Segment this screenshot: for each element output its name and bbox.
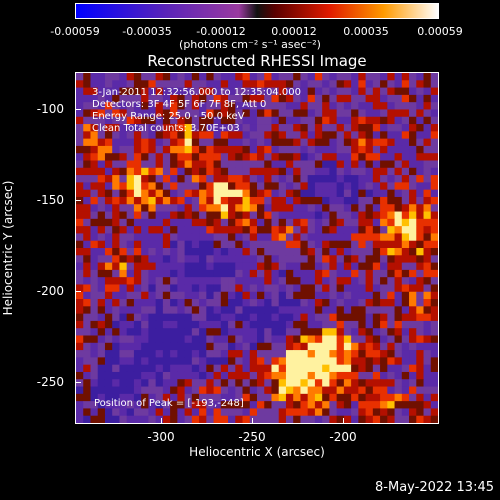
- y-axis-label: Heliocentric Y (arcsec): [1, 180, 15, 316]
- y-tick-label: -150: [36, 193, 64, 207]
- x-tick-label: -300: [147, 430, 175, 444]
- plot-title: Reconstructed RHESSI Image: [147, 52, 367, 70]
- info-energy-range: Energy Range: 25.0 - 50.0 keV: [92, 111, 245, 122]
- colorbar-tick-label: 0.00035: [343, 25, 389, 38]
- y-tick-mark: [75, 109, 81, 110]
- heatmap-image: [76, 73, 438, 423]
- colorbar-tick-label: -0.00035: [122, 25, 172, 38]
- image-plot-area[interactable]: 3-Jan-2011 12:32:56.000 to 12:35:04.000 …: [75, 72, 439, 424]
- colorbar: [75, 3, 439, 19]
- x-tick-mark: [252, 418, 253, 424]
- info-time-range: 3-Jan-2011 12:32:56.000 to 12:35:04.000: [92, 87, 301, 98]
- colorbar-tick-label: -0.00059: [50, 25, 100, 38]
- peak-position-label: Position of Peak = [-193,-248]: [94, 398, 244, 409]
- x-tick-label: -200: [329, 430, 357, 444]
- x-axis-label: Heliocentric X (arcsec): [189, 445, 325, 459]
- date-stamp: 8-May-2022 13:45: [375, 480, 494, 495]
- x-tick-mark: [343, 418, 344, 424]
- colorbar-tick-label: 0.00012: [271, 25, 317, 38]
- colorbar-units: (photons cm⁻² s⁻¹ asec⁻²): [179, 38, 321, 51]
- colorbar-tick-label: 0.00059: [417, 25, 463, 38]
- y-tick-mark: [75, 200, 81, 201]
- x-tick-label: -250: [238, 430, 266, 444]
- y-tick-label: -100: [36, 102, 64, 116]
- colorbar-tick-label: -0.00012: [196, 25, 246, 38]
- y-tick-label: -250: [36, 375, 64, 389]
- y-tick-mark: [75, 291, 81, 292]
- x-tick-mark: [161, 418, 162, 424]
- info-clean-counts: Clean Total counts: 3.70E+03: [92, 123, 240, 134]
- y-tick-mark: [75, 382, 81, 383]
- info-detectors: Detectors: 3F 4F 5F 6F 7F 8F, Att 0: [92, 99, 267, 110]
- y-tick-label: -200: [36, 284, 64, 298]
